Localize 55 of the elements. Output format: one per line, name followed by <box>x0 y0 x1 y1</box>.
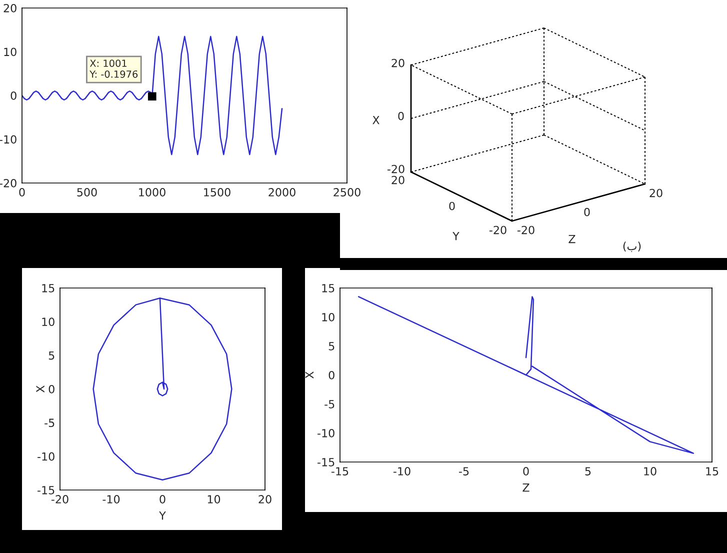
y-tick-label: -20 <box>0 178 16 188</box>
y-tick-label: -10 <box>0 135 16 144</box>
y-tick-label: 0 <box>328 370 334 380</box>
annotation: X: 1001 Y: -0.1976 <box>90 60 138 78</box>
y-tick-label: 15 <box>322 284 334 292</box>
x-tick-label: -10 <box>393 467 410 476</box>
line-series <box>22 36 283 156</box>
x-tick-label: 0 <box>19 188 25 196</box>
y-tick-label: 10 <box>4 48 16 56</box>
x-tick-label: 10 <box>208 495 220 504</box>
y-axis-title: X <box>36 386 44 392</box>
text: (ب) <box>623 242 641 252</box>
x-tick-label: 15 <box>706 467 718 476</box>
text: 20 <box>392 176 404 184</box>
x-tick-label: 1500 <box>204 188 230 196</box>
y-tick-label: 0 <box>48 384 54 394</box>
y-tick-label: -15 <box>318 458 334 466</box>
y-axis-title: X <box>305 372 314 378</box>
text: Z <box>568 234 576 244</box>
x-axis-title: Z <box>522 484 530 492</box>
text: -20 <box>517 226 534 234</box>
x-tick-label: 0 <box>523 467 529 476</box>
x-tick-label: 10 <box>644 467 656 476</box>
text: 0 <box>449 202 455 210</box>
y-tick-label: 15 <box>42 284 54 292</box>
text: 20 <box>392 58 404 68</box>
x-tick-label: 5 <box>585 467 591 476</box>
x-tick-label: 20 <box>258 495 272 504</box>
y-tick-label: -5 <box>44 418 54 428</box>
x-tick-label: -10 <box>102 495 120 504</box>
y-tick-label: -10 <box>318 428 334 438</box>
y-tick-label: 5 <box>48 351 54 360</box>
y-tick-label: 0 <box>10 91 16 100</box>
y-tick-label: -10 <box>38 452 54 461</box>
x-tick-label: -5 <box>459 467 469 476</box>
y-tick-label: 10 <box>322 312 334 322</box>
text: -20 <box>489 226 506 234</box>
x-tick-label: 1000 <box>139 188 166 196</box>
text: X <box>372 116 380 124</box>
line-series <box>92 297 232 481</box>
y-tick-label: 10 <box>42 318 54 326</box>
x-axis-title: Y <box>159 512 166 520</box>
y-tick-label: -5 <box>324 400 334 408</box>
text: -20 <box>387 164 404 174</box>
line-series <box>358 296 694 454</box>
x-tick-label: 500 <box>77 188 97 196</box>
y-tick-label: -15 <box>38 486 54 494</box>
text: Y <box>452 232 460 240</box>
x-tick-label: 2000 <box>268 188 296 196</box>
text: 0 <box>398 112 404 120</box>
y-tick-label: 5 <box>328 342 334 350</box>
text: 0 <box>584 208 590 216</box>
x-tick-label: 2500 <box>334 188 360 196</box>
x-tick-label: 0 <box>160 495 166 504</box>
y-tick-label: 20 <box>4 4 16 12</box>
